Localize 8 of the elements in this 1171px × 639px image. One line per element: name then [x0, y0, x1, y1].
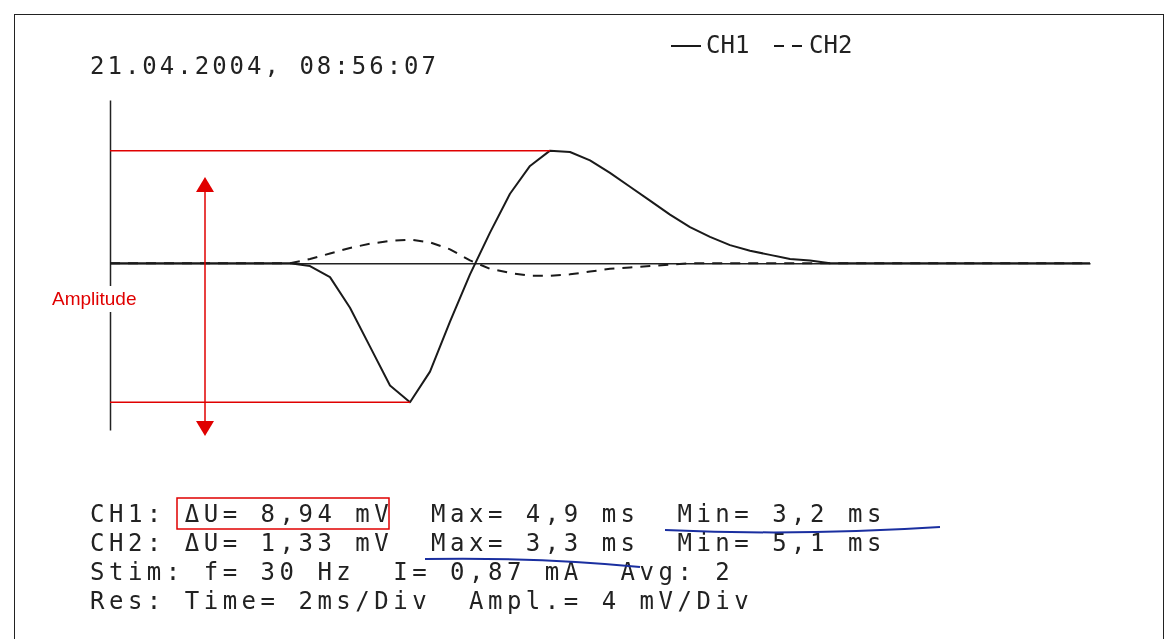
text: Stim: f= 30 Hz I= 0,87 mA Avg: 2 [90, 558, 735, 586]
annotation: Amplitude [52, 286, 137, 312]
legend-label: CH2 [809, 31, 853, 59]
chart-title: 21.04.2004, 08:56:07 [90, 52, 439, 80]
text: Res: Time= 2ms/Div Ampl.= 4 mV/Div [90, 587, 754, 615]
text: CH2: ΔU= 1,33 mV Max= 3,3 ms Min= 5,1 ms [90, 529, 886, 557]
legend-label: CH1 [706, 31, 750, 59]
text: CH1: ΔU= 8,94 mV Max= 4,9 ms Min= 3,2 ms [90, 500, 886, 528]
